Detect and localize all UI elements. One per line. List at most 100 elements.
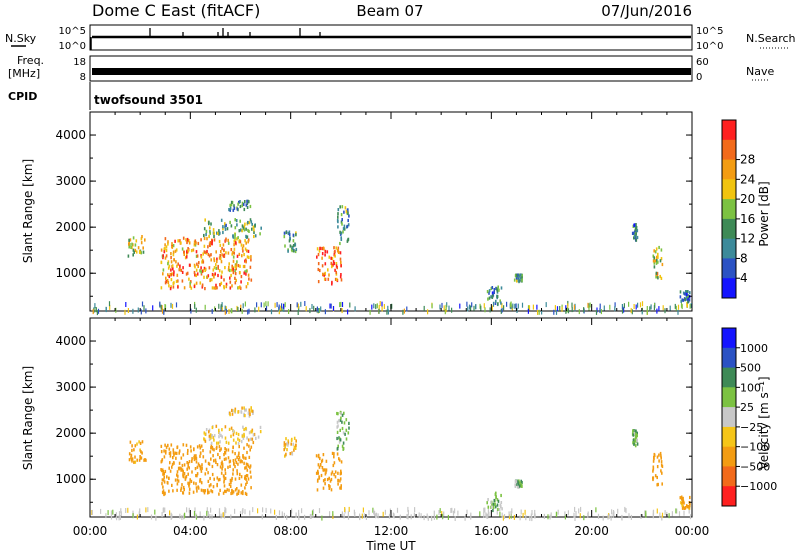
echo-cell — [229, 286, 232, 290]
echo-cell — [195, 486, 198, 490]
echo-cell — [242, 264, 245, 269]
echo-cell — [245, 466, 247, 470]
echo-cell — [245, 456, 247, 460]
echo-cell — [201, 260, 203, 264]
echo-cell — [175, 248, 178, 252]
echo-cell — [340, 484, 342, 488]
echo-cell — [499, 299, 501, 303]
echo-cell — [240, 228, 242, 232]
echo-cell — [250, 486, 252, 490]
echo-cell — [160, 286, 163, 290]
echo-cell — [388, 513, 391, 519]
echo-cell — [686, 292, 688, 297]
echo-cell — [324, 249, 327, 253]
echo-cell — [232, 208, 235, 212]
nsearch-label: N.Search — [746, 32, 796, 45]
echo-cell — [247, 309, 249, 315]
echo-cell — [204, 472, 207, 476]
echo-cell — [407, 506, 409, 512]
echo-cell — [438, 510, 440, 515]
echo-cell — [206, 237, 208, 241]
echo-cell — [328, 476, 330, 480]
echo-cell — [213, 266, 216, 270]
echo-cell — [657, 252, 659, 256]
echo-cell — [503, 305, 505, 311]
echo-cell — [347, 218, 349, 223]
echo-cell — [515, 273, 518, 277]
echo-cell — [318, 308, 320, 313]
echo-cell — [218, 229, 220, 233]
echo-cell — [283, 231, 286, 235]
echo-cell — [298, 509, 300, 515]
freq-tick-top: 18 — [73, 57, 86, 68]
echo-cell — [224, 436, 227, 440]
echo-cell — [248, 408, 251, 412]
echo-cell — [235, 431, 238, 435]
echo-cell — [519, 481, 521, 485]
echo-cell — [115, 512, 117, 518]
echo-cell — [177, 285, 179, 289]
echo-cell — [141, 235, 143, 239]
echo-cell — [162, 272, 164, 276]
echo-cell — [243, 446, 245, 450]
echo-cell — [132, 510, 134, 516]
echo-cell — [227, 251, 230, 255]
echo-cell — [249, 265, 252, 269]
echo-cell — [181, 270, 184, 274]
echo-cell — [291, 249, 293, 253]
echo-cell — [209, 243, 211, 247]
echo-cell — [324, 472, 327, 476]
echo-cell — [226, 488, 229, 492]
echo-cell — [232, 459, 235, 463]
echo-cell — [186, 237, 189, 242]
echo-cell — [180, 486, 183, 490]
echo-cell — [588, 305, 590, 311]
echo-cell — [529, 515, 531, 521]
echo-cell — [283, 448, 285, 452]
echo-cell — [211, 514, 213, 520]
echo-cell — [656, 508, 658, 514]
echo-cell — [219, 243, 222, 247]
colorbar-tick-label: 100 — [740, 381, 761, 394]
echo-cell — [162, 268, 165, 272]
x-tick-label: 04:00 — [173, 524, 208, 538]
echo-cell — [234, 508, 236, 514]
echo-cell — [682, 496, 684, 500]
echo-cell — [223, 285, 225, 289]
echo-cell — [483, 507, 485, 513]
echo-cell — [250, 475, 252, 479]
echo-cell — [195, 281, 198, 285]
echo-cell — [320, 306, 322, 312]
echo-cell — [295, 247, 298, 252]
echo-cell — [164, 243, 166, 247]
echo-cell — [679, 290, 682, 294]
echo-cell — [239, 271, 241, 275]
echo-cell — [233, 243, 235, 247]
echo-cell — [634, 234, 636, 238]
echo-cell — [242, 249, 244, 253]
echo-cell — [134, 243, 137, 247]
colorbar-segment — [722, 407, 736, 428]
echo-cell — [234, 465, 236, 469]
echo-cell — [274, 509, 276, 515]
echo-cell — [342, 431, 345, 435]
echo-cell — [188, 507, 190, 513]
echo-cell — [260, 226, 262, 230]
echo-cell — [189, 284, 191, 288]
echo-cell — [347, 309, 349, 315]
echo-cell — [234, 488, 237, 492]
echo-cell — [201, 269, 204, 273]
echo-cell — [324, 478, 326, 482]
echo-cell — [252, 433, 255, 437]
echo-cell — [341, 302, 344, 307]
echo-cell — [225, 508, 227, 514]
echo-cell — [245, 227, 247, 231]
echo-cell — [188, 487, 191, 491]
echo-cell — [495, 495, 497, 499]
echo-cell — [200, 444, 203, 448]
echo-cell — [491, 286, 494, 290]
echo-cell — [160, 260, 163, 265]
echo-cell — [234, 477, 237, 481]
echo-cell — [286, 448, 288, 452]
